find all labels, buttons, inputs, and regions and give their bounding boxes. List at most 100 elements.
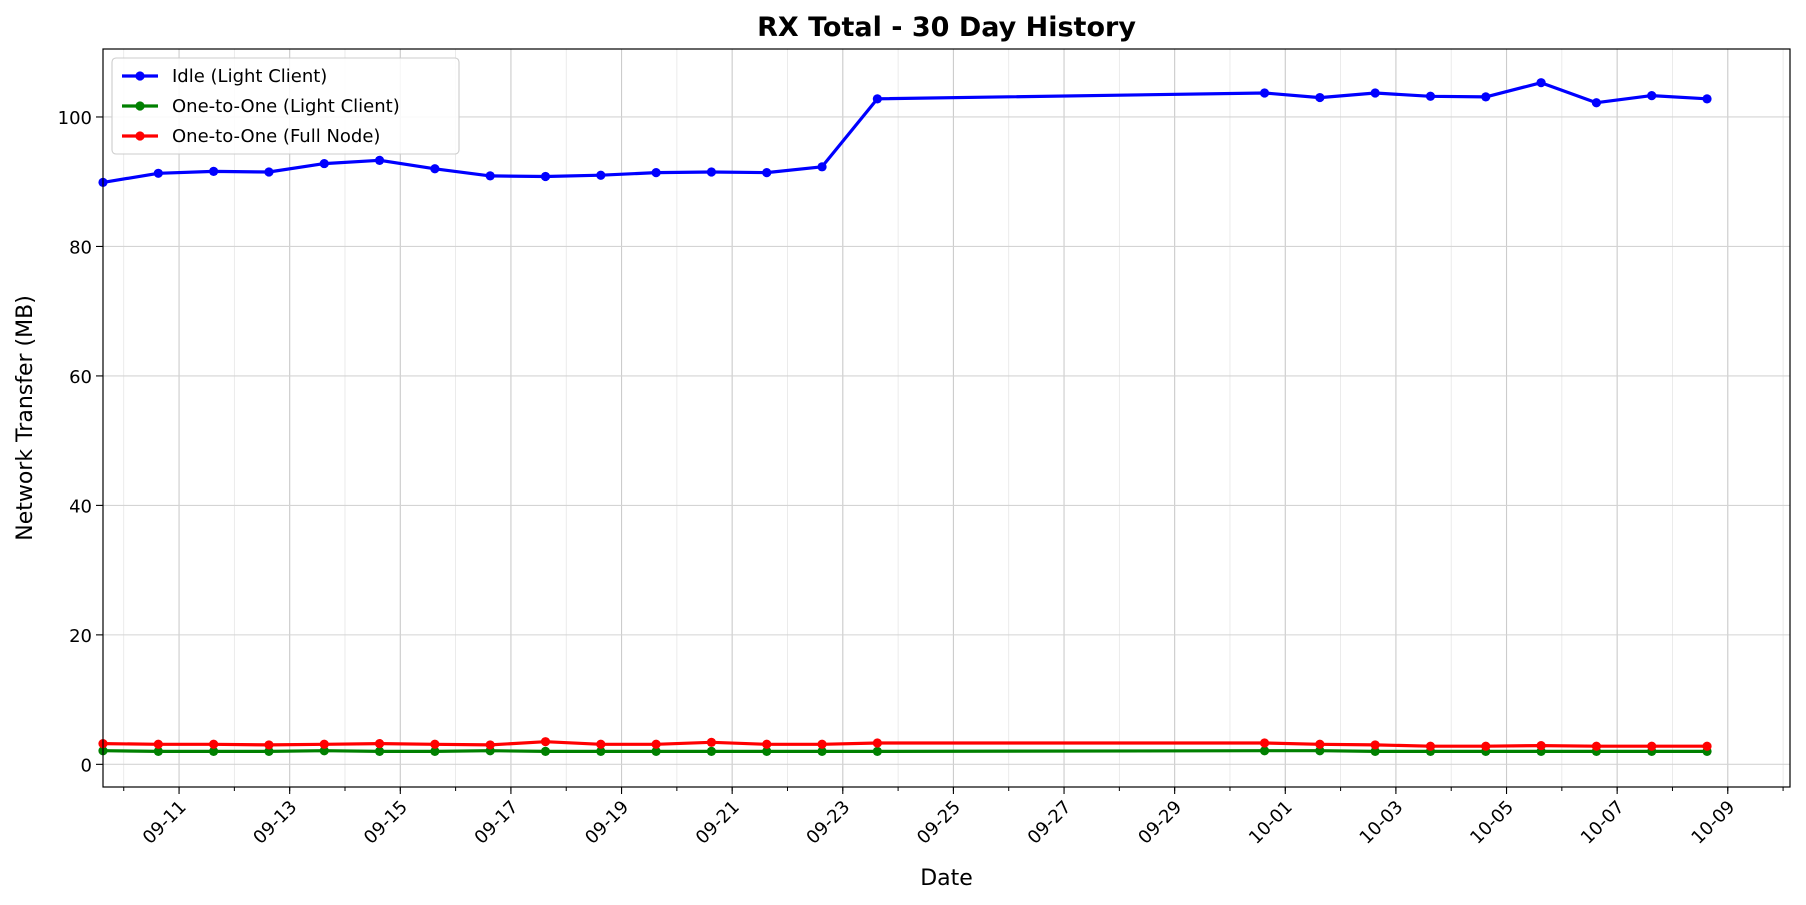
x-tick-label: 09-27 xyxy=(1024,797,1076,849)
data-point xyxy=(596,739,606,749)
data-point xyxy=(817,162,827,172)
data-point xyxy=(817,739,827,749)
data-point xyxy=(1481,741,1491,751)
series-line xyxy=(102,81,1708,184)
data-point xyxy=(153,746,163,756)
data-point xyxy=(153,739,163,749)
data-point xyxy=(1536,740,1546,751)
data-point xyxy=(485,740,495,750)
y-tick-label: 60 xyxy=(69,367,92,388)
x-tick-label: 09-23 xyxy=(802,797,854,849)
data-point xyxy=(651,739,661,749)
data-point xyxy=(1370,746,1380,756)
legend: Idle (Light Client) One-to-One (Light Cli… xyxy=(111,57,460,155)
data-point xyxy=(872,94,882,104)
x-tick-label: 09-19 xyxy=(581,797,633,849)
y-axis-label: Network Transfer (MB) xyxy=(13,295,38,541)
data-point xyxy=(1370,740,1380,750)
data-point xyxy=(596,746,606,756)
y-tick-label: 80 xyxy=(69,237,92,258)
data-point xyxy=(872,746,882,756)
series-group xyxy=(98,746,1712,756)
data-point xyxy=(1591,98,1602,108)
data-point xyxy=(1425,741,1436,751)
plot-frame xyxy=(102,48,1791,788)
data-point xyxy=(1702,741,1712,751)
x-tick-label: 09-21 xyxy=(692,797,744,849)
data-point xyxy=(762,746,772,756)
data-point xyxy=(1536,78,1546,88)
data-point xyxy=(596,170,606,180)
legend-marker xyxy=(135,101,145,111)
data-point xyxy=(374,739,385,749)
data-point xyxy=(706,167,717,177)
y-tick-label: 40 xyxy=(69,496,92,517)
data-point xyxy=(1259,738,1270,748)
x-tick-label: 09-29 xyxy=(1134,797,1186,849)
data-point xyxy=(1259,746,1270,756)
data-point xyxy=(1315,739,1325,749)
data-point xyxy=(209,746,219,756)
data-point xyxy=(153,168,163,178)
series-layer xyxy=(98,78,1712,756)
legend-label: One-to-One (Full Node) xyxy=(172,126,380,147)
x-tick-label: 09-25 xyxy=(913,797,965,849)
data-point xyxy=(706,737,717,747)
data-point xyxy=(319,158,329,169)
data-point xyxy=(374,155,385,165)
data-point xyxy=(264,746,274,756)
data-point xyxy=(430,746,440,756)
data-point xyxy=(374,746,385,756)
data-point xyxy=(651,746,661,756)
data-point xyxy=(1259,88,1270,98)
x-tick-label: 09-11 xyxy=(139,797,191,849)
y-tick-label: 20 xyxy=(69,626,92,647)
grid-lines xyxy=(103,49,1790,787)
legend-label: One-to-One (Light Client) xyxy=(172,96,400,117)
data-point xyxy=(430,739,440,749)
x-tick-label: 10-07 xyxy=(1577,797,1629,849)
data-point xyxy=(1315,92,1325,103)
data-point xyxy=(1647,741,1657,751)
y-tick-label: 0 xyxy=(81,755,92,776)
x-tick-label: 09-15 xyxy=(360,797,412,849)
data-point xyxy=(540,746,551,756)
series-line xyxy=(102,740,1707,748)
data-point xyxy=(1481,92,1491,102)
x-tick-label: 09-13 xyxy=(249,797,301,849)
legend-marker xyxy=(135,131,145,141)
data-point xyxy=(1370,88,1380,98)
series-group xyxy=(98,737,1712,751)
x-axis-label: Date xyxy=(920,866,973,891)
data-point xyxy=(1315,746,1325,756)
series-line xyxy=(102,749,1707,754)
data-point xyxy=(264,167,274,177)
data-point xyxy=(762,739,772,749)
x-tick-label: 10-05 xyxy=(1466,797,1518,849)
y-tick-label: 100 xyxy=(58,108,92,129)
data-point xyxy=(540,171,551,182)
data-point xyxy=(209,166,219,176)
data-point xyxy=(264,740,274,750)
chart-title: RX Total - 30 Day History xyxy=(757,12,1136,43)
data-point xyxy=(1702,94,1712,104)
data-point xyxy=(540,737,551,747)
data-point xyxy=(706,746,717,756)
data-point xyxy=(762,168,772,178)
legend-label: Idle (Light Client) xyxy=(172,66,327,87)
data-point xyxy=(209,739,219,749)
axes: 09-11 09-13 09-15 09-17 09-19 09-21 09-23 09-25… xyxy=(58,108,1784,849)
data-point xyxy=(430,164,440,174)
data-point xyxy=(1647,91,1657,101)
legend-box xyxy=(111,57,460,155)
x-tick-label: 09-17 xyxy=(471,797,523,849)
series-group xyxy=(98,78,1712,187)
data-point xyxy=(319,739,329,749)
data-point xyxy=(485,171,495,181)
data-point xyxy=(872,738,882,748)
data-point xyxy=(817,746,827,756)
data-point xyxy=(1425,91,1436,101)
x-tick-label: 10-09 xyxy=(1687,797,1739,849)
